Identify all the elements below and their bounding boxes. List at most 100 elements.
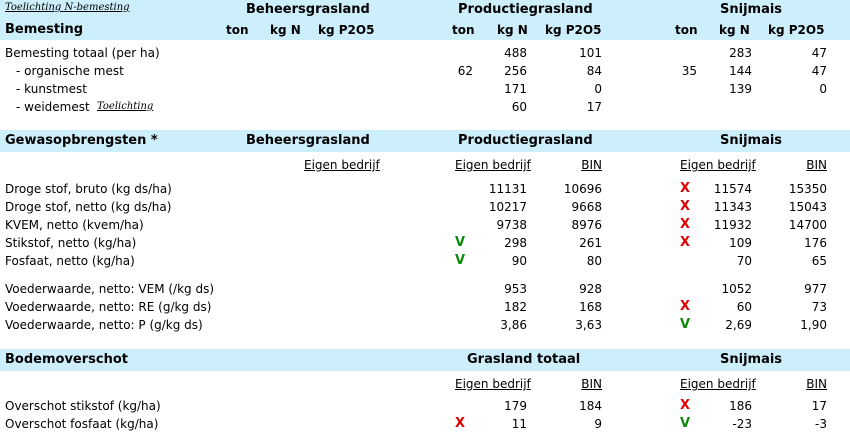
pg-ton [435,44,473,62]
gewas-header-band [0,130,850,152]
gewas-row-label: KVEM, netto (kvem/ha) [5,218,144,232]
sm-status-mark: X [679,181,691,196]
sm-status-mark: V [679,416,691,431]
bemesting-row-label: - organische mest [16,64,124,78]
bemesting-group-beheersgrasland: Beheersgrasland [246,2,370,17]
pg-status-mark [452,198,468,216]
bodem-header-band [0,349,850,371]
gewas-group-productiegrasland: Productiegrasland [458,133,593,148]
pg-kgp2o5: 101 [579,46,602,60]
pg-eigen: 90 [511,254,527,268]
pg-status-mark: V [454,253,466,268]
pg-bin: 3,63 [575,318,602,332]
pg-bin: 261 [579,236,602,250]
sm-eigen: 11574 [713,182,752,196]
col-kgn-productie: kg N [497,23,528,37]
sm-kgn: 144 [729,64,752,78]
col-ton-snijmais: ton [675,23,698,37]
gewas-row-label: Fosfaat, netto (kg/ha) [5,254,135,268]
pg-ton [435,80,473,98]
sm-eigen: 1052 [721,282,752,296]
grasland-bin-header: BIN [581,377,602,391]
sm-kgp2o5: 47 [811,46,827,60]
sm-eigen: 60 [736,300,752,314]
pg-eigen: 9738 [496,218,527,232]
pg-kgn: 60 [511,100,527,114]
pg-kgp2o5: 17 [586,100,602,114]
gewas-group-snijmais: Snijmais [720,133,783,148]
col-kgn-snijmais: kg N [719,23,750,37]
sm-bin: 14700 [788,218,827,232]
sm-ton: 35 [681,64,697,78]
bemesting-row-label: Bemesting totaal (per ha) [5,46,160,60]
sm-eigen: 109 [729,236,752,250]
gewas-row-label: Droge stof, bruto (kg ds/ha) [5,182,172,196]
sm-ton [655,44,697,62]
bodem-group-grasland-totaal: Grasland totaal [467,352,581,367]
snijmais-bin-header: BIN [806,158,827,172]
pg-eigen: 10217 [488,200,527,214]
sm-eigen: 186 [729,399,752,413]
pg-status-mark [452,316,468,334]
gewas-row-label: Stikstof, netto (kg/ha) [5,236,137,250]
gewas-row-label: Voederwaarde, netto: P (g/kg ds) [5,318,203,332]
gewas-row-label: Voederwaarde, netto: VEM (/kg ds) [5,282,215,296]
sm-bin: 176 [804,236,827,250]
pg-bin: 10696 [563,182,602,196]
grasland-eigen-bedrijf-header: Eigen bedrijf [455,377,531,391]
grasland-bin: 9 [594,417,602,431]
gewas-row-label: Droge stof, netto (kg ds/ha) [5,200,172,214]
sm-bin: 17 [811,399,827,413]
grasland-eigen: 179 [504,399,527,413]
sm-eigen: 2,69 [725,318,752,332]
toelichting-weidemest-link[interactable]: Toelichting [97,101,154,112]
pg-kgp2o5: 84 [586,64,602,78]
pg-bin: 8976 [571,218,602,232]
bemesting-row-label: - kunstmest [16,82,87,96]
bodem-row-label: Overschot fosfaat (kg/ha) [5,417,159,431]
beheers-eigen-bedrijf-header: Eigen bedrijf [304,158,380,172]
bodem-group-snijmais: Snijmais [720,352,783,367]
bemesting-title: Bemesting [5,22,84,37]
sm-bin: -3 [815,417,827,431]
sm-bin: 65 [811,254,827,268]
bodem-title: Bodemoverschot [5,352,128,367]
pg-kgn: 488 [504,46,527,60]
col-kgp2o5-snijmais: kg P2O5 [768,23,825,37]
gewas-title: Gewasopbrengsten * [5,133,158,148]
pg-bin: 928 [579,282,602,296]
pg-kgp2o5: 0 [594,82,602,96]
grasland-eigen: 11 [511,417,527,431]
pg-status-mark [452,216,468,234]
sm-kgn: 139 [729,82,752,96]
pg-bin: 80 [586,254,602,268]
gewas-row-label: Voederwaarde, netto: RE (g/kg ds) [5,300,212,314]
sm-bin: 15350 [788,182,827,196]
pg-ton: 62 [457,64,473,78]
sm-eigen: 11343 [713,200,752,214]
sm-eigen: 70 [736,254,752,268]
pg-eigen: 182 [504,300,527,314]
grasland-status-mark: X [454,416,466,431]
sm-status-mark: X [679,199,691,214]
sm-status-mark: V [679,317,691,332]
pg-status-mark [452,280,468,298]
productie-eigen-bedrijf-header: Eigen bedrijf [455,158,531,172]
sm-kgp2o5: 47 [811,64,827,78]
bemesting-row-label: - weidemest [16,100,90,114]
sm-bin: 73 [811,300,827,314]
sm-status-mark: X [679,299,691,314]
sm-ton [655,80,697,98]
grasland-status-mark [452,397,468,415]
pg-kgn: 256 [504,64,527,78]
sm-bin: 977 [804,282,827,296]
sm-kgp2o5: 0 [819,82,827,96]
pg-eigen: 298 [504,236,527,250]
sm-status-mark [677,280,693,298]
toelichting-n-bemesting-link[interactable]: Toelichting N-bemesting [5,2,130,13]
sm-status-mark: X [679,398,691,413]
col-kgp2o5-beheers: kg P2O5 [318,23,375,37]
pg-eigen: 11131 [488,182,527,196]
sm-status-mark: X [679,217,691,232]
pg-eigen: 953 [504,282,527,296]
